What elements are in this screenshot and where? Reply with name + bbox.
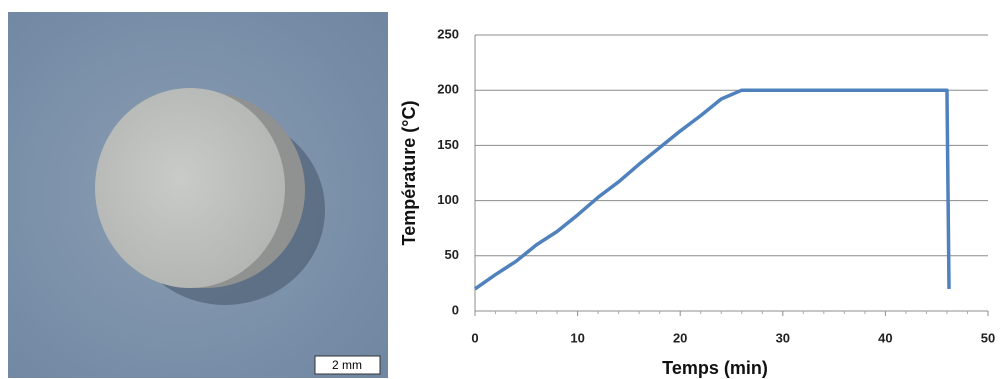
y-tick-label: 50 (445, 247, 459, 262)
y-tick-label: 0 (452, 302, 459, 317)
x-tick-label: 40 (878, 330, 892, 345)
scale-bar-box (314, 355, 381, 375)
y-tick-label: 150 (437, 137, 459, 152)
y-tick-label: 100 (437, 192, 459, 207)
line (473, 88, 951, 291)
y-tick-label: 200 (437, 82, 459, 97)
x-tick-label: 10 (570, 330, 584, 345)
x-tick-label: 50 (981, 330, 995, 345)
scale-bar-label: 2 mm (332, 358, 362, 372)
x-tick-label: 30 (776, 330, 790, 345)
y-axis-title: Température (°C) (399, 101, 419, 246)
x-tick-label: 20 (673, 330, 687, 345)
y-tick-label: 250 (437, 26, 459, 41)
x-tick-label: 0 (471, 330, 478, 345)
pellet-top (95, 88, 285, 288)
photo: 2 mm (8, 12, 388, 378)
x-axis-title: Temps (min) (662, 358, 768, 378)
